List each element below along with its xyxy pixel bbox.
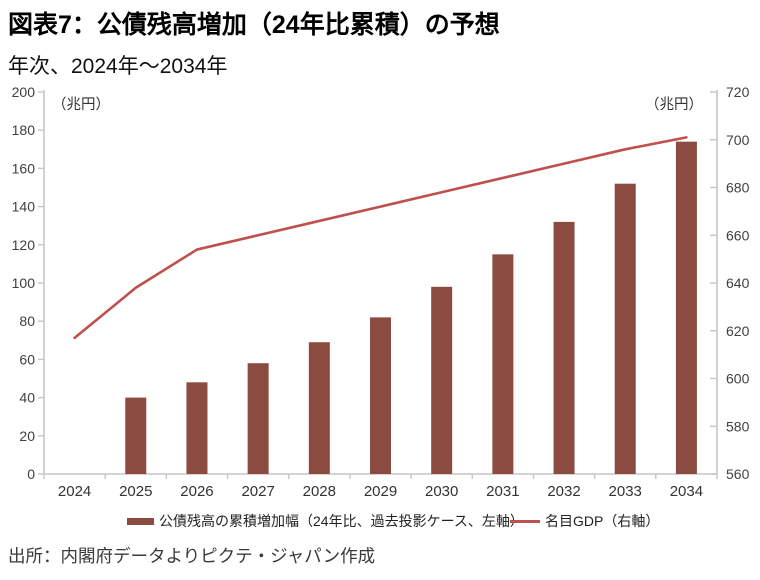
left-axis-tick-label: 180	[12, 122, 36, 138]
x-axis-category-label: 2026	[180, 483, 213, 500]
bar-2032	[553, 221, 575, 474]
line-series-swatch	[510, 519, 540, 523]
gdp-line	[73, 136, 688, 340]
bar-2028	[308, 342, 330, 474]
legend-item-line: 名目GDP（右軸）	[510, 512, 659, 530]
x-axis-category-label: 2029	[364, 483, 397, 500]
right-axis-unit-label: （兆円）	[645, 96, 703, 113]
left-axis-tick-label: 160	[12, 160, 36, 176]
bar-2034	[675, 141, 697, 474]
bar-2027	[247, 363, 269, 474]
right-axis-tick-label: 680	[726, 180, 750, 196]
right-axis-tick-label: 700	[726, 132, 750, 148]
left-axis-tick-label: 140	[12, 199, 36, 215]
x-axis-category-label: 2025	[119, 483, 152, 500]
bar-2025	[125, 397, 147, 474]
left-axis-unit-label: （兆円）	[52, 96, 110, 113]
x-axis-category-label: 2024	[58, 483, 91, 500]
right-axis-tick-label: 640	[726, 275, 750, 291]
chart-canvas: 0 20 40 60 80 100 120 140 160 180 200 560 580 600 620 6…	[12, 85, 750, 500]
bar-2031	[492, 254, 514, 474]
right-axis-tick-label: 620	[726, 323, 750, 339]
left-axis-tick-label: 80	[19, 313, 35, 329]
x-axis-category-label: 2033	[609, 483, 642, 500]
bar-series-swatch	[127, 517, 154, 525]
bar-2033	[614, 183, 636, 474]
left-axis-tick-label: 200	[12, 85, 36, 100]
chart-title: 図表7：公債残高増加（24年比累積）の予想	[8, 11, 500, 39]
x-axis-category-label: 2031	[486, 483, 519, 500]
right-axis-tick-label: 600	[726, 371, 750, 387]
right-axis-tick-label: 560	[726, 466, 750, 482]
left-axis-tick-label: 120	[12, 237, 36, 253]
left-axis-tick-label: 20	[19, 428, 35, 444]
chart-legend: 公債残高の累積増加幅（24年比、過去投影ケース、左軸） 名目GDP（右軸）	[0, 512, 760, 534]
bar-2026	[186, 382, 208, 474]
left-axis-tick-label: 0	[27, 466, 35, 482]
left-axis-tick-label: 60	[19, 351, 35, 367]
bar-series-label: 公債残高の累積増加幅（24年比、過去投影ケース、左軸）	[159, 513, 524, 529]
x-axis-category-label: 2027	[241, 483, 274, 500]
x-axis-category-label: 2034	[670, 483, 703, 500]
left-axis-tick-label: 40	[19, 390, 35, 406]
right-axis-tick-label: 660	[726, 227, 750, 243]
right-axis-tick-label: 580	[726, 418, 750, 434]
x-axis-category-label: 2028	[303, 483, 336, 500]
x-axis-category-label: 2032	[547, 483, 580, 500]
x-axis-category-label: 2030	[425, 483, 458, 500]
bar-2030	[431, 286, 453, 474]
source-note: 出所：内閣府データよりピクテ・ジャパン作成	[8, 546, 376, 566]
right-axis-tick-label: 720	[726, 85, 750, 100]
line-series-label: 名目GDP（右軸）	[545, 513, 660, 529]
left-axis-tick-label: 100	[12, 275, 36, 291]
legend-item-bars: 公債残高の累積増加幅（24年比、過去投影ケース、左軸）	[127, 512, 524, 530]
bar-2029	[370, 317, 391, 474]
chart-subtitle: 年次、2024年～2034年	[8, 55, 228, 78]
